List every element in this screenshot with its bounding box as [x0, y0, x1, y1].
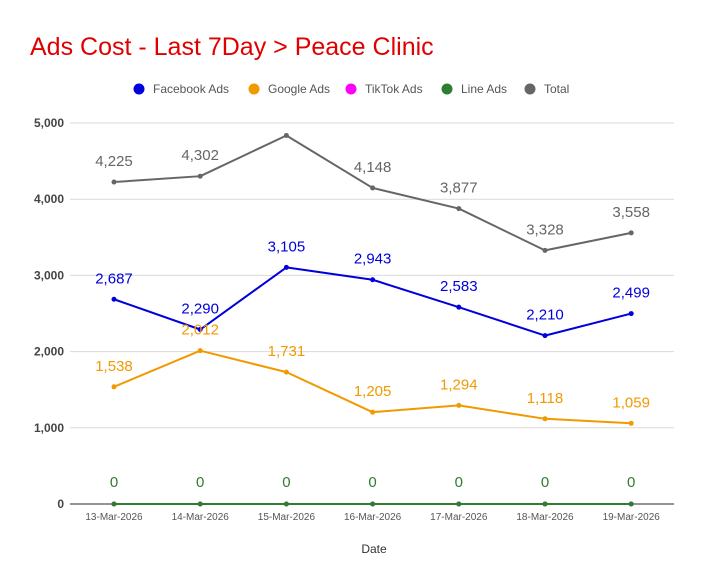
data-point	[456, 501, 462, 507]
x-tick-label: 13-Mar-2026	[85, 512, 143, 523]
data-point	[283, 501, 289, 507]
legend-item: Line Ads	[441, 82, 507, 96]
data-point	[370, 501, 376, 507]
data-point	[283, 132, 289, 138]
series-lines	[111, 132, 634, 507]
data-label: 2,943	[354, 251, 392, 268]
y-tick-label: 0	[57, 497, 64, 511]
legend-swatch	[248, 83, 260, 95]
data-point	[197, 348, 203, 354]
data-label: 0	[627, 474, 635, 491]
data-point	[628, 311, 634, 317]
data-point	[197, 501, 203, 507]
data-label: 1,118	[527, 390, 563, 407]
data-label: 3,558	[612, 204, 650, 221]
y-tick-label: 5,000	[34, 116, 64, 130]
data-label: 0	[196, 474, 204, 491]
x-tick-label: 19-Mar-2026	[603, 512, 661, 523]
data-label: 0	[110, 474, 118, 491]
legend-label: Line Ads	[461, 82, 507, 96]
data-point	[370, 185, 376, 191]
x-tick-label: 16-Mar-2026	[344, 512, 402, 523]
data-point	[542, 247, 548, 253]
data-point	[111, 384, 117, 390]
data-point	[542, 333, 548, 339]
legend-label: Google Ads	[268, 82, 330, 96]
data-point	[111, 501, 117, 507]
data-label: 3,328	[526, 221, 564, 238]
x-tick-label: 17-Mar-2026	[430, 512, 488, 523]
data-point	[283, 264, 289, 270]
y-tick-label: 1,000	[34, 421, 64, 435]
data-label: 0	[368, 474, 376, 491]
legend-swatch	[133, 83, 145, 95]
data-label: 1,294	[440, 376, 478, 393]
legend-swatch	[524, 83, 536, 95]
data-point	[542, 501, 548, 507]
x-axis-label: Date	[361, 542, 387, 556]
data-label: 4,148	[354, 159, 392, 176]
legend: Facebook Ads Google Ads TikTok Ads Line Ads…	[133, 82, 569, 96]
data-point	[370, 409, 376, 415]
y-tick-label: 2,000	[34, 345, 64, 359]
x-tick-label: 18-Mar-2026	[516, 512, 574, 523]
y-tick-label: 3,000	[34, 268, 64, 282]
x-tick-label: 14-Mar-2026	[172, 512, 230, 523]
data-point	[197, 173, 203, 179]
data-point	[542, 416, 548, 422]
data-point	[283, 369, 289, 375]
legend-item: Total	[524, 82, 569, 96]
data-label: 0	[541, 474, 549, 491]
data-point	[456, 206, 462, 212]
data-labels: 2,687 2,290 3,105 2,943 2,583 2,210 2,499 1,538…	[95, 147, 650, 491]
legend-swatch	[345, 83, 357, 95]
data-point	[111, 296, 117, 302]
y-axis-ticks: 0 1,000 2,000 3,000 4,000 5,000	[34, 116, 64, 511]
data-point	[456, 304, 462, 310]
data-label: 1,059	[612, 394, 650, 411]
data-label: 2,210	[526, 307, 564, 324]
data-label: 0	[282, 474, 290, 491]
legend-swatch	[441, 83, 453, 95]
x-tick-label: 15-Mar-2026	[258, 512, 316, 523]
data-label: 3,877	[440, 180, 478, 197]
data-label: 3,105	[268, 238, 306, 255]
legend-item: Facebook Ads	[133, 82, 229, 96]
data-point	[197, 327, 203, 333]
data-label: 4,302	[181, 147, 219, 164]
data-label: 2,012	[181, 322, 219, 339]
data-label: 1,205	[354, 383, 392, 400]
chart-title: Ads Cost - Last 7Day > Peace Clinic	[30, 33, 434, 61]
data-point	[111, 179, 117, 185]
x-axis-ticks: 13-Mar-2026 14-Mar-2026 15-Mar-2026 16-Mar-…	[85, 512, 660, 523]
legend-item: TikTok Ads	[345, 82, 423, 96]
legend-label: TikTok Ads	[365, 82, 423, 96]
legend-label: Total	[544, 82, 569, 96]
data-label: 1,538	[95, 358, 133, 375]
data-label: 2,687	[95, 270, 133, 287]
data-label: 1,731	[268, 343, 306, 360]
gridlines	[70, 122, 674, 505]
data-point	[370, 277, 376, 283]
data-label: 4,225	[95, 153, 133, 170]
data-point	[628, 230, 634, 236]
data-label: 0	[455, 474, 463, 491]
data-point	[628, 501, 634, 507]
data-label: 2,290	[181, 301, 219, 318]
legend-label: Facebook Ads	[153, 82, 229, 96]
data-label: 2,583	[440, 278, 478, 295]
data-point	[456, 402, 462, 408]
data-point	[628, 420, 634, 426]
data-label: 2,499	[612, 285, 650, 302]
y-tick-label: 4,000	[34, 192, 64, 206]
legend-item: Google Ads	[248, 82, 330, 96]
